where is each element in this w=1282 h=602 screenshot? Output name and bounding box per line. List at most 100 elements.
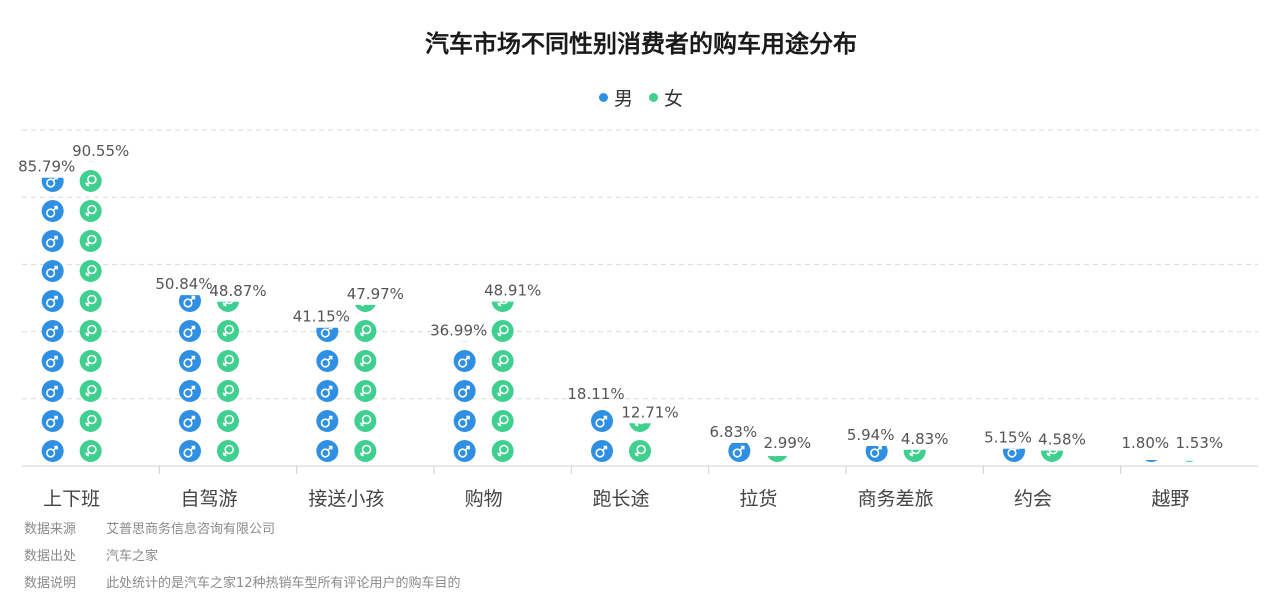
bar-male-0[interactable]: 85.79%	[18, 158, 75, 462]
female-symbol-icon	[79, 350, 102, 372]
male-symbol-icon	[591, 440, 613, 462]
note-text: 艾普思商务信息咨询有限公司	[106, 522, 276, 537]
note-text: 此处统计的是汽车之家12种热销车型所有评论用户的购车目的	[106, 576, 461, 591]
chart-area: 85.79%90.55% 上下班 50.84%48.87% 自驾游 41.15% 47.9…	[18, 129, 1258, 510]
female-symbol-icon	[79, 320, 102, 342]
bar-male-4[interactable]: 18.11%	[567, 385, 625, 462]
data-label-female-2: 47.97%	[347, 285, 404, 303]
data-label-male-8: 1.80%	[1122, 434, 1170, 452]
female-symbol-icon	[491, 320, 514, 342]
bar-male-1[interactable]: 50.84%	[155, 275, 213, 462]
male-symbol-icon	[453, 410, 476, 432]
male-symbol-icon	[591, 410, 613, 432]
bar-female-0[interactable]: 90.55%	[72, 140, 129, 462]
bar-male-5[interactable]: 6.83%	[710, 423, 758, 462]
category-label-6: 商务差旅	[858, 488, 934, 510]
legend-dot-male-icon	[598, 93, 608, 102]
male-symbol-icon	[179, 350, 201, 372]
category-label-5: 拉货	[739, 488, 777, 510]
note-text: 汽车之家	[106, 549, 159, 564]
female-symbol-icon	[629, 423, 651, 432]
bar-male-7[interactable]: 5.15%	[984, 429, 1032, 462]
bar-male-8[interactable]: 1.80%	[1122, 434, 1170, 462]
legend-item-male[interactable]: 男	[598, 84, 633, 111]
female-symbol-icon	[767, 455, 788, 462]
legend-label-female: 女	[664, 88, 684, 110]
category-label-8: 越野	[1151, 488, 1189, 510]
male-symbol-icon	[179, 295, 201, 312]
bar-male-2[interactable]: 41.15%	[293, 308, 350, 462]
bar-female-1[interactable]: 48.87%	[209, 282, 267, 462]
source-notes: 数据来源 艾普思商务信息咨询有限公司 数据出处 汽车之家 数据说明 此处统计的是…	[24, 516, 461, 597]
female-symbol-icon	[354, 410, 377, 432]
data-label-male-0: 85.79%	[18, 158, 75, 176]
female-symbol-icon	[79, 290, 102, 312]
male-symbol-icon	[453, 440, 476, 462]
female-symbol-icon	[217, 380, 239, 402]
bar-female-5[interactable]: 2.99%	[764, 434, 812, 462]
bar-male-3[interactable]: 36.99%	[430, 320, 487, 462]
bar-female-7[interactable]: 4.58%	[1038, 431, 1086, 462]
female-symbol-icon	[79, 440, 102, 462]
female-symbol-icon	[491, 440, 514, 462]
male-symbol-icon	[41, 200, 64, 222]
category-label-1: 自驾游	[180, 488, 237, 510]
female-symbol-icon	[217, 350, 239, 372]
data-label-female-4: 12.71%	[621, 403, 678, 421]
legend-item-female[interactable]: 女	[649, 84, 683, 111]
male-symbol-icon	[41, 350, 64, 372]
note-label: 数据出处	[24, 549, 77, 564]
male-symbol-icon	[728, 443, 751, 462]
male-symbol-icon	[41, 177, 64, 192]
data-label-female-7: 4.58%	[1038, 431, 1086, 449]
male-symbol-icon	[316, 410, 339, 432]
data-label-female-3: 48.91%	[484, 282, 541, 300]
bar-female-4[interactable]: 12.71%	[621, 403, 679, 462]
data-label-male-3: 36.99%	[430, 322, 487, 340]
female-symbol-icon	[491, 410, 514, 432]
bar-male-6[interactable]: 5.94%	[847, 426, 895, 462]
note-row-origin: 数据出处 汽车之家	[24, 543, 461, 570]
bar-female-3[interactable]: 48.91%	[484, 282, 541, 462]
male-symbol-icon	[316, 380, 339, 402]
bar-female-6[interactable]: 4.83%	[901, 430, 949, 462]
data-label-male-4: 18.11%	[567, 385, 624, 403]
male-symbol-icon	[41, 290, 64, 312]
female-symbol-icon	[79, 260, 102, 282]
female-symbol-icon	[79, 410, 102, 432]
female-symbol-icon	[79, 380, 102, 402]
male-symbol-icon	[316, 350, 339, 372]
female-symbol-icon	[79, 230, 102, 252]
category-label-2: 接送小孩	[308, 488, 384, 510]
male-symbol-icon	[179, 410, 201, 432]
male-symbol-icon	[453, 380, 476, 402]
male-symbol-icon	[41, 440, 64, 462]
female-symbol-icon	[354, 380, 377, 402]
note-label: 数据来源	[24, 522, 77, 537]
female-symbol-icon	[354, 320, 377, 342]
data-label-female-0: 90.55%	[72, 142, 129, 160]
data-label-female-6: 4.83%	[901, 430, 949, 448]
male-symbol-icon	[316, 327, 339, 342]
bar-female-2[interactable]: 47.97%	[347, 285, 404, 462]
male-symbol-icon	[179, 320, 201, 342]
legend: 男 女	[0, 84, 1282, 111]
data-label-male-6: 5.94%	[847, 426, 895, 444]
female-symbol-icon	[217, 410, 239, 432]
female-symbol-icon	[1184, 460, 1195, 462]
data-label-male-2: 41.15%	[293, 308, 350, 326]
note-label: 数据说明	[24, 576, 77, 591]
bar-female-8[interactable]: 1.53%	[1176, 434, 1224, 462]
category-label-7: 约会	[1014, 488, 1052, 510]
male-symbol-icon	[316, 440, 339, 462]
legend-label-male: 男	[613, 88, 633, 110]
female-symbol-icon	[217, 301, 239, 312]
female-symbol-icon	[354, 350, 377, 372]
note-row-source: 数据来源 艾普思商务信息咨询有限公司	[24, 516, 461, 543]
male-symbol-icon	[41, 260, 64, 282]
legend-dot-female-icon	[649, 93, 658, 102]
male-symbol-icon	[1003, 448, 1025, 462]
female-symbol-icon	[79, 170, 102, 192]
female-symbol-icon	[491, 350, 514, 372]
data-label-male-5: 6.83%	[710, 423, 758, 441]
